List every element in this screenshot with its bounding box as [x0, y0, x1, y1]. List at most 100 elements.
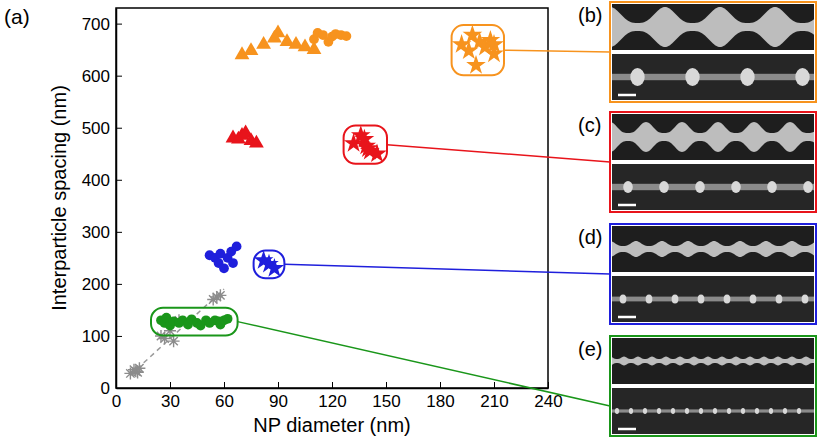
y-tick-label: 200 — [82, 275, 110, 294]
scale-bar — [618, 94, 636, 97]
x-tick-mark — [548, 382, 549, 388]
micrograph-strip — [612, 114, 814, 160]
x-tick-label: 150 — [372, 392, 400, 411]
x-tick-mark — [170, 382, 171, 388]
y-tick-mark — [116, 180, 122, 181]
scale-bar — [618, 428, 636, 431]
x-tick: 240 — [534, 382, 562, 411]
highlight-box — [254, 250, 285, 278]
y-tick: 0 — [101, 379, 122, 398]
particle — [672, 295, 679, 304]
connector-line — [504, 50, 610, 52]
particle — [615, 408, 619, 414]
particle — [769, 408, 773, 414]
particle — [724, 295, 731, 304]
highlight-box — [151, 308, 238, 336]
image-panel — [610, 2, 816, 102]
wire-shape — [612, 7, 814, 47]
x-tick: 120 — [318, 382, 346, 411]
particle — [620, 295, 627, 304]
particle — [623, 181, 633, 193]
particle — [695, 181, 705, 193]
image-panel — [610, 224, 816, 324]
point-circle — [223, 314, 233, 324]
x-axis: 0306090120150180210240 — [112, 382, 563, 411]
x-axis-title: NP diameter (nm) — [253, 414, 410, 436]
x-tick-mark — [494, 382, 495, 388]
particle — [767, 181, 777, 193]
y-axis: 0100200300400500600700 — [82, 9, 122, 398]
y-tick-mark — [116, 128, 122, 129]
x-tick: 60 — [215, 382, 234, 411]
particle — [713, 408, 717, 414]
particle — [750, 295, 757, 304]
y-tick-label: 400 — [82, 171, 110, 190]
x-tick-label: 180 — [426, 392, 454, 411]
x-tick-label: 30 — [161, 392, 180, 411]
figure: 0306090120150180210240010020030040050060… — [0, 0, 823, 442]
wire-core — [612, 297, 814, 302]
y-tick: 600 — [82, 67, 122, 86]
panel-frame — [610, 2, 816, 102]
y-tick: 500 — [82, 119, 122, 138]
x-tick: 180 — [426, 382, 454, 411]
point-star — [484, 43, 504, 62]
particle — [755, 408, 759, 414]
particle — [803, 181, 813, 193]
image-panel — [610, 336, 816, 436]
point-asterisk — [168, 335, 180, 347]
x-tick-label: 120 — [318, 392, 346, 411]
y-tick-mark — [116, 232, 122, 233]
particle — [646, 295, 653, 304]
y-tick: 300 — [82, 223, 122, 242]
x-tick-mark — [332, 382, 333, 388]
particle — [630, 68, 644, 86]
particle — [671, 408, 675, 414]
point-circle — [232, 242, 242, 252]
panel-label: (c) — [578, 114, 601, 136]
x-tick-label: 210 — [480, 392, 508, 411]
micrograph-strip — [612, 54, 814, 100]
micrograph-strip — [612, 388, 814, 434]
y-tick: 200 — [82, 275, 122, 294]
point-triangle — [244, 42, 259, 55]
y-tick: 700 — [82, 15, 122, 34]
panel-label: (b) — [578, 4, 602, 26]
panel-label: (d) — [578, 226, 602, 248]
panel-label: (e) — [578, 338, 602, 360]
marks — [124, 24, 503, 379]
y-axis-line — [116, 9, 118, 389]
connector-line — [387, 145, 610, 162]
scale-bar — [618, 204, 636, 207]
y-tick-mark — [116, 388, 122, 389]
particle — [685, 408, 689, 414]
y-tick-mark — [116, 284, 122, 285]
connector-line — [238, 322, 610, 406]
micrograph-strip — [612, 4, 814, 50]
particle — [741, 408, 745, 414]
particle — [699, 408, 703, 414]
y-tick-label: 600 — [82, 67, 110, 86]
panel-label: (a) — [4, 5, 30, 28]
wire-core — [612, 184, 814, 190]
image-panels — [610, 2, 816, 436]
y-axis-title: Interparticle spacing (nm) — [48, 85, 70, 311]
point-asterisk — [133, 362, 145, 374]
panel-frame — [610, 112, 816, 212]
particle — [776, 295, 783, 304]
micrograph-strip — [612, 338, 814, 384]
x-tick: 210 — [480, 382, 508, 411]
x-tick-mark — [224, 382, 225, 388]
point-triangle — [249, 135, 264, 148]
x-tick-mark — [386, 382, 387, 388]
wire-shape — [612, 357, 814, 366]
trend-line — [130, 289, 224, 375]
particle — [783, 408, 787, 414]
y-tick-label: 500 — [82, 119, 110, 138]
point-circle — [228, 258, 238, 268]
x-tick: 150 — [372, 382, 400, 411]
y-tick: 400 — [82, 171, 122, 190]
point-star — [466, 55, 486, 74]
x-tick-label: 60 — [215, 392, 234, 411]
wire-shape — [612, 241, 814, 257]
